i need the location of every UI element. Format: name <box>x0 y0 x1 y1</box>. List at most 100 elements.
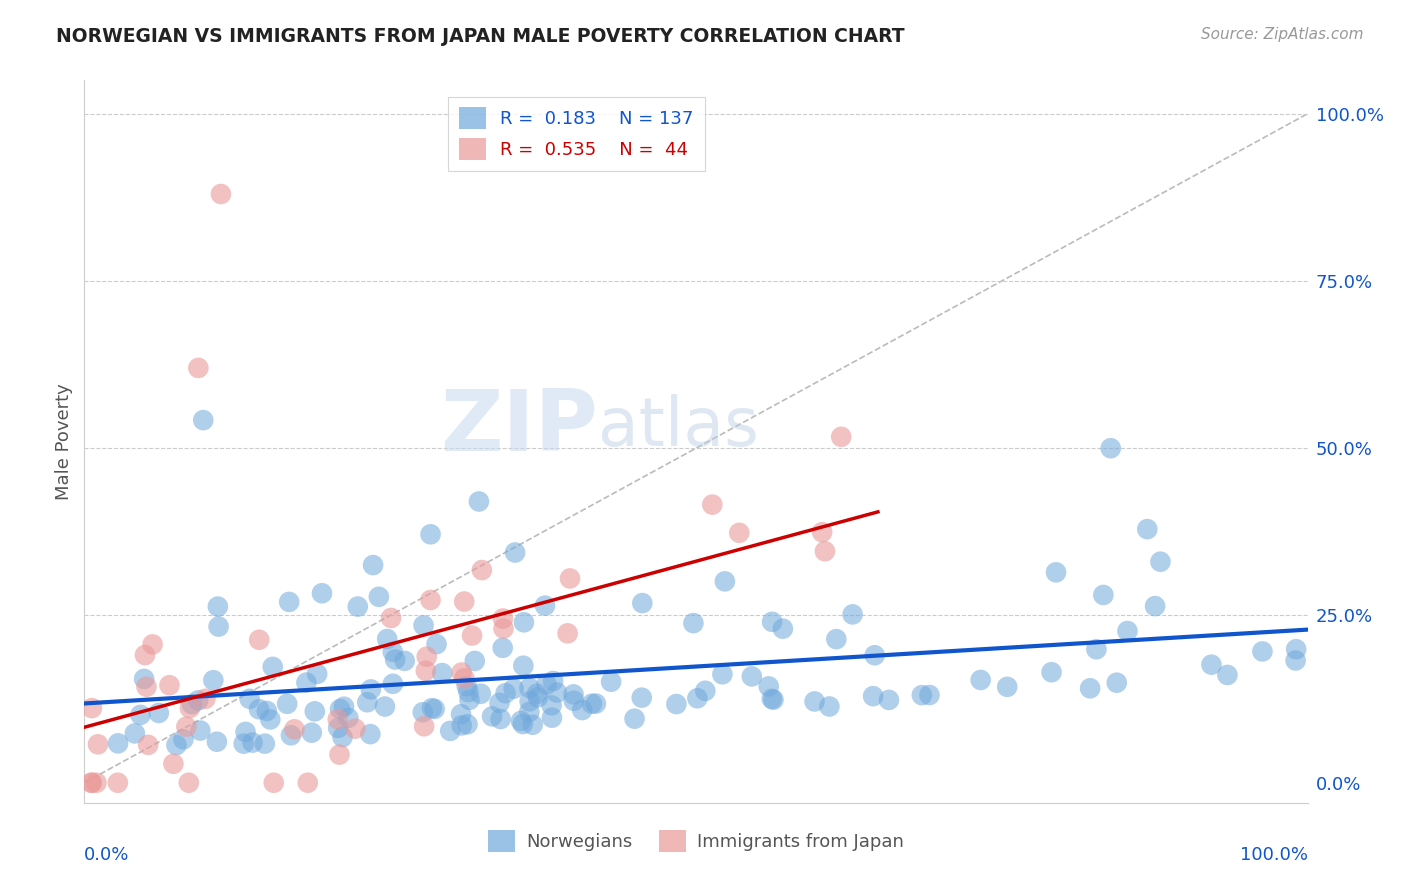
Point <box>527 690 550 705</box>
Point <box>263 776 285 790</box>
Point <box>686 691 709 706</box>
Text: 100.0%: 100.0% <box>1240 847 1308 864</box>
Point <box>911 688 934 702</box>
Point <box>456 679 478 693</box>
Point <box>585 697 607 711</box>
Point <box>1099 442 1122 455</box>
Point <box>702 498 724 512</box>
Point <box>1045 566 1067 580</box>
Point <box>453 594 475 608</box>
Point <box>522 718 544 732</box>
Point <box>360 682 382 697</box>
Point <box>502 681 524 696</box>
Point <box>247 702 270 716</box>
Point <box>432 666 454 681</box>
Point <box>205 735 228 749</box>
Point <box>695 683 717 698</box>
Point <box>1251 644 1274 658</box>
Point <box>513 615 536 630</box>
Point <box>1285 642 1308 657</box>
Point <box>630 690 652 705</box>
Point <box>165 738 187 752</box>
Point <box>361 558 384 572</box>
Point <box>571 703 593 717</box>
Legend: Norwegians, Immigrants from Japan: Norwegians, Immigrants from Japan <box>481 822 911 859</box>
Point <box>134 672 156 686</box>
Point <box>510 714 533 728</box>
Point <box>830 430 852 444</box>
Point <box>80 776 103 790</box>
Point <box>276 697 298 711</box>
Point <box>209 187 232 202</box>
Point <box>995 680 1018 694</box>
Point <box>1078 681 1101 696</box>
Point <box>825 632 848 647</box>
Point <box>136 738 159 752</box>
Point <box>187 693 209 707</box>
Point <box>457 685 479 699</box>
Point <box>1092 588 1115 602</box>
Point <box>232 737 254 751</box>
Point <box>761 615 783 629</box>
Point <box>278 595 301 609</box>
Point <box>495 686 517 700</box>
Point <box>375 632 398 646</box>
Point <box>80 776 103 790</box>
Point <box>207 619 229 633</box>
Point <box>87 737 110 751</box>
Point <box>419 527 441 541</box>
Point <box>841 607 863 622</box>
Point <box>107 736 129 750</box>
Point <box>107 776 129 790</box>
Point <box>256 704 278 718</box>
Point <box>1116 624 1139 638</box>
Point <box>450 707 472 722</box>
Point <box>1040 665 1063 680</box>
Point <box>818 699 841 714</box>
Point <box>1216 668 1239 682</box>
Point <box>142 637 165 651</box>
Point <box>311 586 333 600</box>
Point <box>562 694 585 708</box>
Point <box>492 622 515 636</box>
Point <box>488 696 510 710</box>
Point <box>420 701 443 715</box>
Point <box>235 724 257 739</box>
Point <box>762 692 785 706</box>
Point <box>280 728 302 742</box>
Point <box>359 727 381 741</box>
Point <box>259 713 281 727</box>
Point <box>728 525 751 540</box>
Point <box>1136 522 1159 536</box>
Point <box>381 645 404 659</box>
Point <box>207 599 229 614</box>
Point <box>159 678 181 692</box>
Point <box>519 681 541 695</box>
Point <box>711 667 734 681</box>
Point <box>512 717 534 731</box>
Point <box>558 571 581 585</box>
Point <box>453 671 475 685</box>
Point <box>162 756 184 771</box>
Point <box>242 736 264 750</box>
Point <box>1105 675 1128 690</box>
Point <box>1284 653 1306 667</box>
Text: NORWEGIAN VS IMMIGRANTS FROM JAPAN MALE POVERTY CORRELATION CHART: NORWEGIAN VS IMMIGRANTS FROM JAPAN MALE … <box>56 27 905 45</box>
Point <box>481 709 503 723</box>
Point <box>328 747 350 762</box>
Point <box>814 544 837 558</box>
Point <box>425 637 447 651</box>
Point <box>380 611 402 625</box>
Point <box>918 688 941 702</box>
Point <box>471 563 494 577</box>
Point <box>526 687 548 701</box>
Point <box>86 776 108 790</box>
Point <box>135 680 157 694</box>
Text: atlas: atlas <box>598 394 759 460</box>
Point <box>803 694 825 708</box>
Point <box>468 494 491 508</box>
Point <box>194 691 217 706</box>
Point <box>333 699 356 714</box>
Text: Source: ZipAtlas.com: Source: ZipAtlas.com <box>1201 27 1364 42</box>
Point <box>741 669 763 683</box>
